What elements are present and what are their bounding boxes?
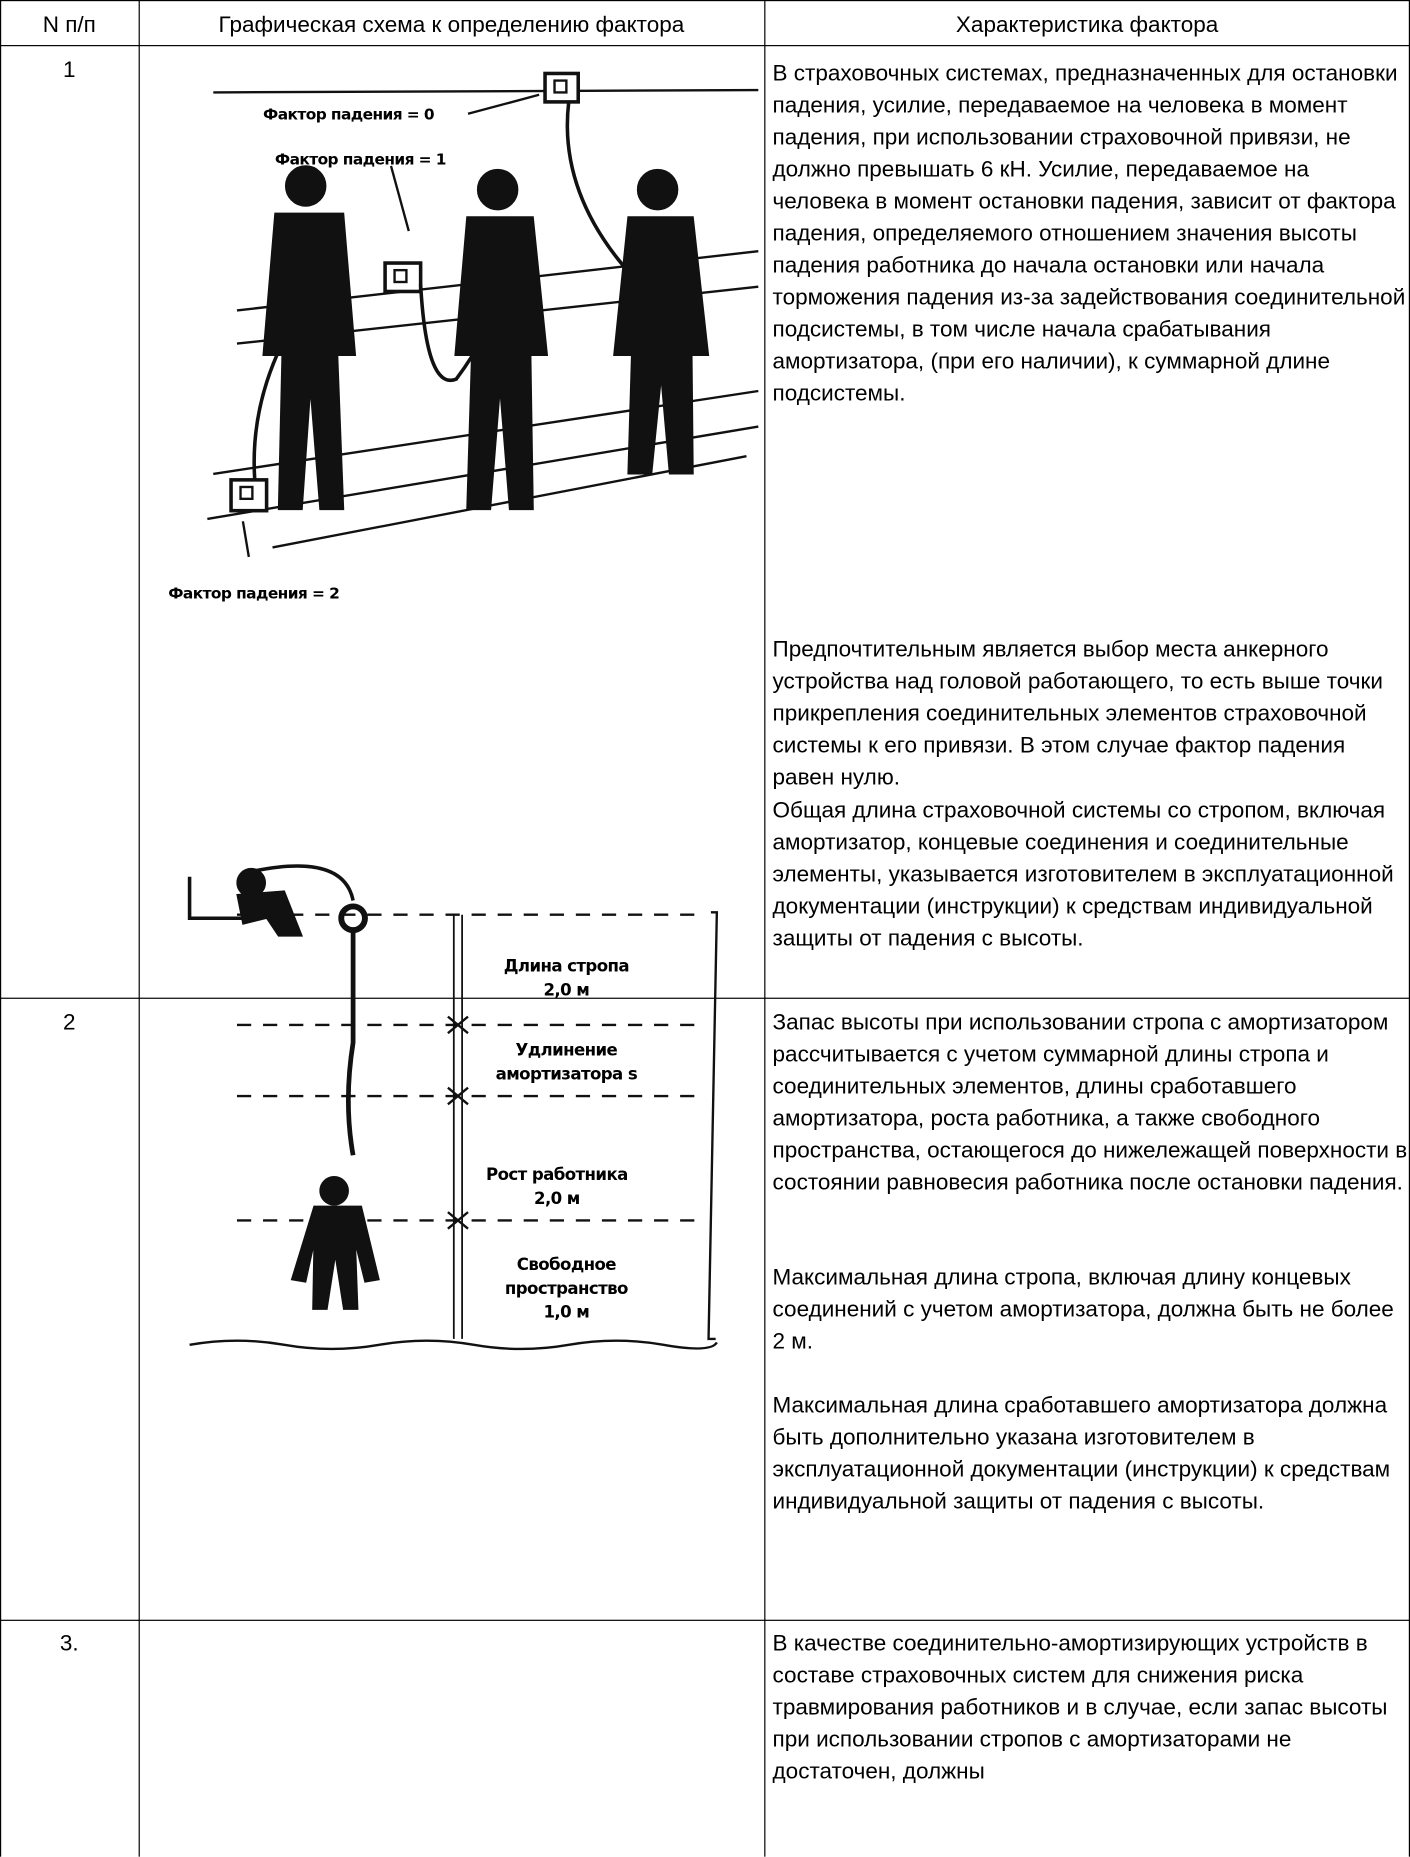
figure-label: Фактор падения = 1 bbox=[274, 151, 447, 170]
border bbox=[0, 997, 1410, 999]
figure-clearance bbox=[187, 864, 719, 1351]
border bbox=[0, 1619, 1410, 1621]
border bbox=[0, 0, 1410, 2]
paragraph: Максимальная длина сработавшего амортиза… bbox=[772, 1393, 1391, 1515]
border bbox=[1408, 0, 1410, 1857]
header-cell: N п/п bbox=[42, 13, 96, 38]
row-number: 1 bbox=[63, 58, 76, 83]
paragraph: В страховочных системах, предназначенных… bbox=[772, 61, 1406, 407]
figure-label: Свободное пространство 1,0 м bbox=[504, 1255, 629, 1323]
header-cell: Графическая схема к определению фактора bbox=[218, 13, 685, 38]
row-number: 3. bbox=[59, 1631, 79, 1657]
border bbox=[0, 0, 2, 1857]
border bbox=[0, 45, 1410, 47]
figure-fall-factor bbox=[207, 71, 759, 558]
row-number: 2 bbox=[63, 1010, 76, 1036]
paragraph: Максимальная длина стропа, включая длину… bbox=[772, 1265, 1394, 1355]
figure-label: Рост работника 2,0 м bbox=[486, 1165, 628, 1209]
header-cell: Характеристика фактора bbox=[955, 13, 1219, 38]
figure-label: Удлинение амортизатора s bbox=[495, 1041, 638, 1085]
figure-label: Длина стропа 2,0 м bbox=[503, 957, 630, 1001]
paragraph: Предпочтительным является выбор места ан… bbox=[772, 637, 1383, 791]
border bbox=[138, 0, 140, 1857]
paragraph: Общая длина страховочной системы со стро… bbox=[772, 798, 1394, 952]
border bbox=[764, 0, 766, 1857]
paragraph: Запас высоты при использовании стропа с … bbox=[772, 1010, 1408, 1196]
figure-label: Фактор падения = 2 bbox=[168, 585, 340, 604]
figure-label: Фактор падения = 0 bbox=[263, 106, 435, 125]
paragraph: В качестве соединительно-амортизирующих … bbox=[772, 1631, 1388, 1785]
